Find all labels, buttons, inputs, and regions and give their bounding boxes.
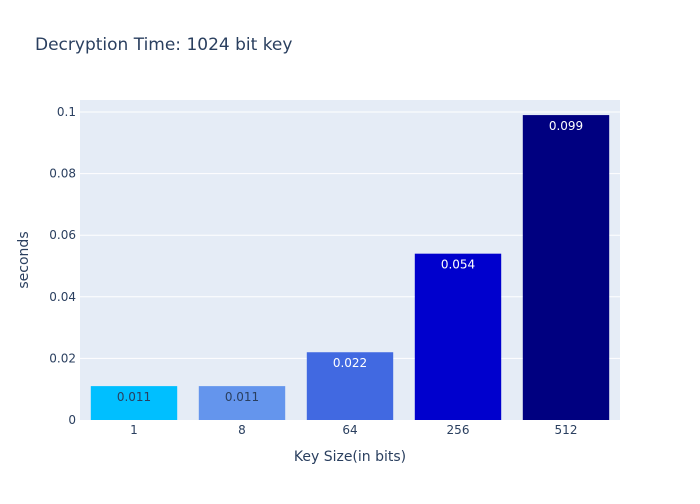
bars <box>90 115 610 420</box>
y-tick-label: 0 <box>68 413 76 427</box>
chart-title: Decryption Time: 1024 bit key <box>35 35 292 55</box>
x-tick-label: 512 <box>555 423 578 437</box>
y-tick-label: 0.02 <box>49 351 76 365</box>
x-tick-label: 1 <box>130 423 138 437</box>
bar <box>414 253 502 420</box>
x-axis-ticks: 1 8 64 256 512 <box>130 423 577 437</box>
y-axis-title: seconds <box>16 231 32 288</box>
bar <box>90 386 178 420</box>
data-label: 0.011 <box>117 390 151 404</box>
x-tick-label: 256 <box>447 423 470 437</box>
y-tick-label: 0.06 <box>49 228 76 242</box>
data-label: 0.011 <box>225 390 259 404</box>
y-tick-label: 0.04 <box>49 290 76 304</box>
x-tick-label: 64 <box>342 423 357 437</box>
data-label: 0.054 <box>441 258 475 272</box>
bar <box>198 386 286 420</box>
y-axis-ticks: 0 0.02 0.04 0.06 0.08 0.1 <box>49 105 76 427</box>
bar <box>522 115 610 420</box>
y-tick-label: 0.08 <box>49 167 76 181</box>
x-axis-title: Key Size(in bits) <box>294 449 406 465</box>
y-tick-label: 0.1 <box>57 105 76 119</box>
bar <box>306 352 394 420</box>
data-label: 0.099 <box>549 119 583 133</box>
x-tick-label: 8 <box>238 423 246 437</box>
data-label: 0.022 <box>333 356 367 370</box>
data-labels: 0.011 0.011 0.022 0.054 0.099 <box>117 119 583 404</box>
